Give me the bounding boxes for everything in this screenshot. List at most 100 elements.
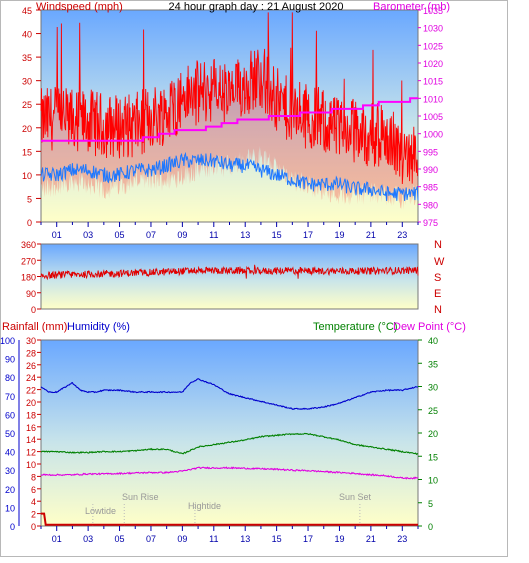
temperature-tick-label: 30 xyxy=(428,383,438,393)
humidity-axis-label: Humidity (%) xyxy=(67,321,130,333)
wind-x-tick-label: 01 xyxy=(52,230,62,240)
humidity-tick-label: 0 xyxy=(10,522,15,532)
annotation-sunset: Sun Set xyxy=(339,492,372,502)
wind-average-line xyxy=(40,151,419,202)
barometer-tick-label: 980 xyxy=(423,200,438,210)
wind-tick-label: 20 xyxy=(22,124,32,134)
direction-tick-label: 180 xyxy=(21,273,36,283)
wind-x-tick-label: 19 xyxy=(334,230,344,240)
barometer-tick-label: 1010 xyxy=(423,94,443,104)
climate-x-tick-label: 05 xyxy=(115,534,125,544)
climate-x-tick-label: 01 xyxy=(52,534,62,544)
wind-tick-label: 45 xyxy=(22,6,32,16)
rainfall-tick-label: 14 xyxy=(26,435,36,445)
barometer-tick-label: 990 xyxy=(423,165,438,175)
humidity-tick-label: 90 xyxy=(5,355,15,365)
rainfall-tick-label: 30 xyxy=(26,336,36,346)
climate-x-tick-label: 03 xyxy=(83,534,93,544)
temperature-tick-label: 10 xyxy=(428,476,438,486)
compass-label-n-bottom: N xyxy=(434,304,442,316)
humidity-tick-label: 80 xyxy=(5,373,15,383)
compass-label-e: E xyxy=(434,288,441,300)
wind-x-tick-label: 13 xyxy=(240,230,250,240)
humidity-tick-label: 20 xyxy=(5,485,15,495)
rainfall-tick-label: 12 xyxy=(26,448,36,458)
compass-label-w: W xyxy=(434,256,445,268)
annotation-lowtide: Lowtide xyxy=(85,506,116,516)
wind-tick-label: 30 xyxy=(22,77,32,87)
rainfall-tick-label: 24 xyxy=(26,373,36,383)
wind-x-tick-label: 15 xyxy=(272,230,282,240)
rainfall-tick-label: 18 xyxy=(26,410,36,420)
temperature-tick-label: 20 xyxy=(428,429,438,439)
climate-x-tick-label: 21 xyxy=(366,534,376,544)
wind-tick-label: 0 xyxy=(27,218,32,228)
climate-x-tick-label: 19 xyxy=(334,534,344,544)
humidity-tick-label: 70 xyxy=(5,392,15,402)
chart-title: 24 hour graph day : 21 August 2020 xyxy=(169,1,344,13)
wind-gust-band xyxy=(41,12,418,210)
climate-x-tick-label: 13 xyxy=(240,534,250,544)
barometer-line xyxy=(41,97,418,142)
barometer-tick-label: 985 xyxy=(423,183,438,193)
temperature-tick-label: 25 xyxy=(428,406,438,416)
climate-x-tick-label: 23 xyxy=(397,534,407,544)
wind-x-tick-label: 07 xyxy=(146,230,156,240)
climate-x-tick-label: 15 xyxy=(272,534,282,544)
barometer-tick-label: 1025 xyxy=(423,41,443,51)
wind-tick-label: 40 xyxy=(22,30,32,40)
barometer-tick-label: 1015 xyxy=(423,77,443,87)
annotation-hightide: Hightide xyxy=(188,501,221,511)
humidity-tick-label: 30 xyxy=(5,466,15,476)
climate-panel-bg xyxy=(40,339,419,527)
rainfall-tick-label: 2 xyxy=(31,510,36,520)
wind-tick-label: 25 xyxy=(22,100,32,110)
rainfall-tick-label: 4 xyxy=(31,497,36,507)
temperature-tick-label: 5 xyxy=(428,499,433,509)
rainfall-tick-label: 26 xyxy=(26,361,36,371)
humidity-tick-label: 50 xyxy=(5,429,15,439)
humidity-tick-label: 40 xyxy=(5,448,15,458)
wind-x-tick-label: 21 xyxy=(366,230,376,240)
wind-x-tick-label: 03 xyxy=(83,230,93,240)
humidity-line xyxy=(40,378,419,410)
rainfall-tick-label: 10 xyxy=(26,460,36,470)
humidity-tick-label: 60 xyxy=(5,410,15,420)
temperature-axis-label: Temperature (°C) xyxy=(313,321,397,333)
wind-gust-line xyxy=(40,12,419,185)
direction-tick-label: 0 xyxy=(31,305,36,315)
climate-x-tick-label: 17 xyxy=(303,534,313,544)
wind-tick-label: 10 xyxy=(22,171,32,181)
rainfall-tick-label: 16 xyxy=(26,423,36,433)
barometer-tick-label: 1000 xyxy=(423,130,443,140)
wind-x-tick-label: 05 xyxy=(115,230,125,240)
wind-direction-line xyxy=(40,264,419,281)
barometer-axis-label: Barometer (mb) xyxy=(373,1,450,13)
wind-tick-label: 35 xyxy=(22,53,32,63)
direction-panel-bg xyxy=(40,243,419,310)
barometer-tick-label: 975 xyxy=(423,218,438,228)
climate-x-tick-label: 09 xyxy=(177,534,187,544)
barometer-tick-label: 1030 xyxy=(423,24,443,34)
temperature-tick-label: 40 xyxy=(428,336,438,346)
barometer-tick-label: 1020 xyxy=(423,59,443,69)
annotation-sunrise: Sun Rise xyxy=(122,492,159,502)
barometer-tick-label: 995 xyxy=(423,147,438,157)
direction-tick-label: 270 xyxy=(21,256,36,266)
wind-x-tick-label: 17 xyxy=(303,230,313,240)
wind-x-tick-label: 23 xyxy=(397,230,407,240)
rainfall-line xyxy=(41,512,418,526)
compass-label-n-top: N xyxy=(434,239,442,251)
dewpoint-line xyxy=(40,466,419,480)
barometer-tick-label: 1035 xyxy=(423,6,443,16)
wind-x-tick-label: 11 xyxy=(209,230,218,240)
climate-x-tick-label: 07 xyxy=(146,534,156,544)
dewpoint-axis-label: Dew Point (°C) xyxy=(393,321,466,333)
rainfall-tick-label: 20 xyxy=(26,398,36,408)
wind-axis-label: Windspeed (mph) xyxy=(36,1,123,13)
rainfall-axis-label: Rainfall (mm) xyxy=(2,321,67,333)
direction-tick-label: 360 xyxy=(21,240,36,250)
temperature-line xyxy=(40,432,419,456)
wind-tick-label: 15 xyxy=(22,147,32,157)
